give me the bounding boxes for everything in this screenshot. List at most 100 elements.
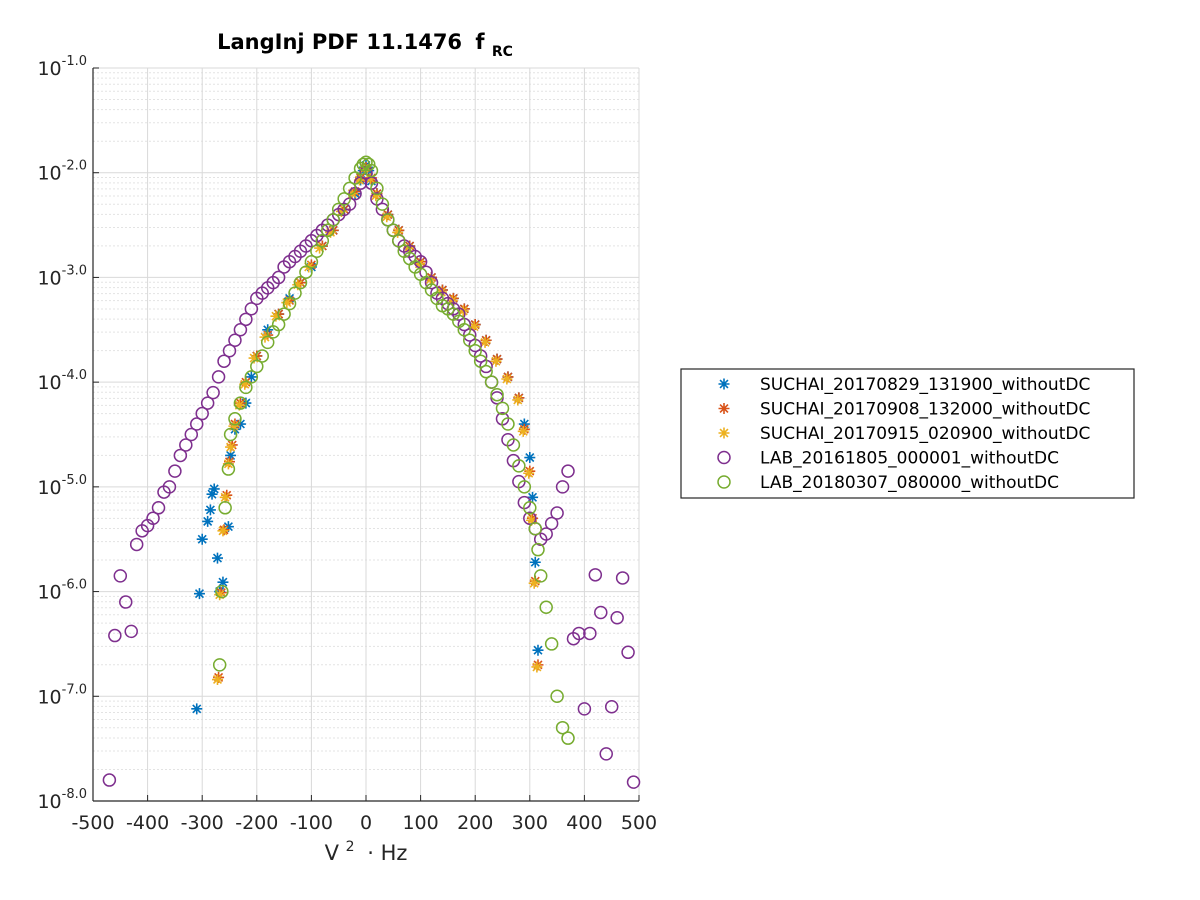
data-point <box>206 385 220 400</box>
data-point <box>196 533 208 545</box>
data-point <box>386 223 401 238</box>
data-point <box>550 689 564 704</box>
legend-marker <box>718 427 730 439</box>
data-point <box>468 321 480 333</box>
y-tick-label: 10-5.0 <box>37 473 87 499</box>
data-point <box>577 702 592 716</box>
data-point <box>572 626 586 641</box>
x-tick-label: -300 <box>181 812 224 834</box>
y-tick-label: 10-6.0 <box>37 578 87 604</box>
data-point <box>270 310 282 322</box>
legend-marker <box>717 450 731 465</box>
x-tick-label: 400 <box>566 812 602 834</box>
data-point <box>544 637 559 651</box>
data-point <box>225 441 237 453</box>
data-point <box>512 459 526 473</box>
data-point <box>550 506 564 520</box>
data-point <box>361 157 376 172</box>
data-point <box>392 234 406 248</box>
data-point <box>370 190 382 202</box>
data-point <box>561 731 575 745</box>
data-point <box>217 525 229 537</box>
data-point <box>331 202 346 217</box>
data-point <box>479 364 493 379</box>
data-point <box>531 661 543 673</box>
data-point <box>392 226 404 238</box>
data-point <box>335 205 347 217</box>
data-point <box>304 254 319 269</box>
data-point <box>517 425 529 437</box>
data-point <box>239 380 253 395</box>
data-point <box>222 343 237 358</box>
y-tick-label: 10-4.0 <box>37 368 87 394</box>
data-point <box>615 571 630 585</box>
data-point <box>200 396 215 410</box>
data-point <box>528 577 540 589</box>
legend-entry: SUCHAI_20170908_132000_withoutDC <box>718 400 1090 420</box>
legend-entry: SUCHAI_20170829_131900_withoutDC <box>718 375 1090 395</box>
data-point <box>206 488 218 500</box>
data-point <box>555 480 570 494</box>
data-point <box>531 542 545 557</box>
series-4 <box>102 165 641 789</box>
data-point <box>512 394 524 406</box>
data-point <box>282 296 297 311</box>
legend-box <box>680 368 1135 499</box>
data-point <box>599 747 613 761</box>
x-tick-labels: -500 -400 -300 -200 -100 0 100 200 300 400 500 <box>71 812 657 834</box>
data-point <box>218 501 232 515</box>
data-point <box>292 279 304 291</box>
series-5 <box>212 155 575 745</box>
x-axis-label-sup: 2 <box>346 839 355 855</box>
data-point <box>314 242 326 254</box>
data-point <box>222 458 234 470</box>
data-point <box>299 265 313 279</box>
data-point <box>527 491 539 503</box>
data-point <box>588 568 603 582</box>
data-point <box>594 605 608 620</box>
data-point <box>233 399 245 411</box>
series-2 <box>213 161 544 683</box>
data-point <box>108 628 122 643</box>
data-point <box>484 375 499 389</box>
data-point <box>626 775 641 789</box>
data-point <box>219 491 231 503</box>
x-tick-label: 300 <box>512 812 548 834</box>
data-point <box>113 569 128 583</box>
chart-title-subscript: RC <box>492 44 513 60</box>
data-point <box>233 323 248 337</box>
data-point <box>479 336 491 348</box>
data-point <box>214 589 226 601</box>
data-point <box>370 181 384 196</box>
data-point <box>523 501 537 515</box>
data-point <box>168 464 182 478</box>
data-point <box>233 396 248 410</box>
data-point <box>375 197 390 211</box>
data-point <box>193 588 205 600</box>
x-tick-label: 200 <box>457 812 493 834</box>
data-point <box>228 412 242 426</box>
data-point <box>457 323 472 337</box>
data-point <box>315 234 330 248</box>
data-point <box>293 275 308 290</box>
data-point <box>225 449 237 461</box>
data-point <box>217 354 231 368</box>
data-point <box>501 373 513 385</box>
data-point <box>342 181 357 196</box>
data-point <box>191 703 203 715</box>
data-point <box>277 307 291 321</box>
legend-entry: LAB_20180307_080000_withoutDC <box>717 473 1059 493</box>
data-point <box>271 317 286 332</box>
data-point <box>524 452 536 464</box>
y-tick-labels: 10-1.0 10-2.0 10-3.0 10-4.0 10-5.0 10-6.0 10-7… <box>37 54 87 813</box>
data-point <box>364 173 376 185</box>
data-point <box>375 202 390 217</box>
x-tick-label: 0 <box>360 812 372 834</box>
data-point <box>525 514 537 526</box>
y-tick-label: 10-7.0 <box>37 682 87 708</box>
data-point <box>248 352 260 364</box>
data-point <box>523 467 535 479</box>
data-point <box>353 174 365 186</box>
data-point <box>217 576 229 588</box>
